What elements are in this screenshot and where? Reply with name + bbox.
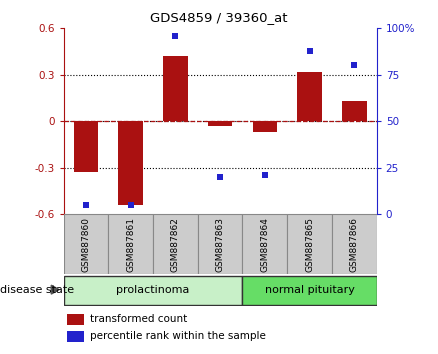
- Text: normal pituitary: normal pituitary: [265, 285, 354, 295]
- Bar: [64, 214, 108, 274]
- Point: [216, 174, 223, 180]
- Bar: [253, 121, 277, 132]
- Text: disease state: disease state: [0, 285, 74, 295]
- Text: GSM887860: GSM887860: [81, 217, 90, 272]
- Text: prolactinoma: prolactinoma: [117, 285, 190, 295]
- Bar: [287, 214, 332, 274]
- Text: GSM887866: GSM887866: [350, 217, 359, 272]
- Bar: [208, 121, 233, 126]
- Point: [172, 33, 179, 39]
- Point: [127, 202, 134, 208]
- Bar: [198, 214, 243, 274]
- Bar: [74, 121, 98, 172]
- Bar: [153, 214, 198, 274]
- Bar: [342, 101, 367, 121]
- Bar: [163, 56, 187, 121]
- Point: [261, 172, 268, 178]
- Text: percentile rank within the sample: percentile rank within the sample: [90, 331, 266, 341]
- Point: [82, 202, 89, 208]
- Text: GSM887861: GSM887861: [126, 217, 135, 272]
- Bar: [297, 72, 322, 121]
- Bar: [332, 214, 377, 274]
- Text: GSM887863: GSM887863: [215, 217, 225, 272]
- Point: [306, 48, 313, 53]
- Text: GSM887865: GSM887865: [305, 217, 314, 272]
- Bar: [108, 214, 153, 274]
- Text: GDS4859 / 39360_at: GDS4859 / 39360_at: [150, 11, 288, 24]
- Text: transformed count: transformed count: [90, 314, 187, 324]
- Bar: [67, 331, 84, 342]
- Bar: [243, 214, 287, 274]
- Text: GSM887862: GSM887862: [171, 217, 180, 272]
- Bar: [118, 121, 143, 205]
- Point: [351, 63, 358, 68]
- Bar: [243, 276, 377, 304]
- Text: GSM887864: GSM887864: [260, 217, 269, 272]
- Bar: [64, 276, 243, 304]
- Bar: [67, 314, 84, 325]
